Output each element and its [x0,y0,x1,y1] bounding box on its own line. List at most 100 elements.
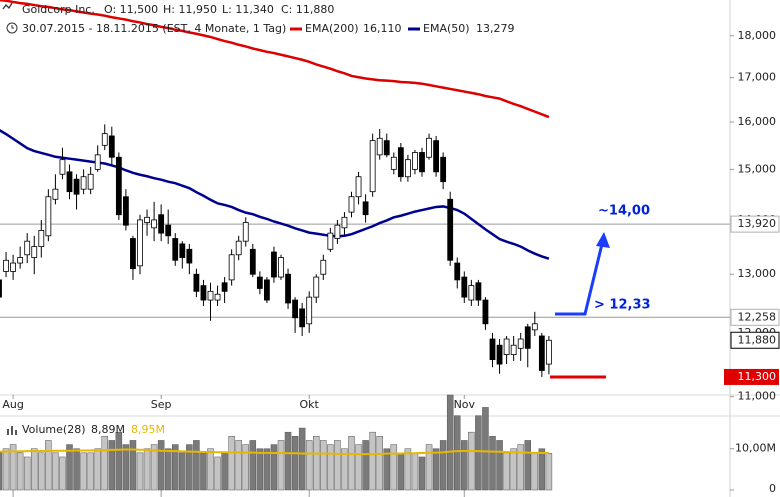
volume-bar [432,448,440,491]
volume-bar [186,444,193,491]
support-label: 11,300 [738,370,777,383]
legend-value: 13,279 [476,22,515,35]
volume-bar [164,448,172,491]
candle-body [200,285,207,301]
candle-body [115,156,122,216]
candle-body [137,219,143,267]
candle-body [404,159,411,178]
volume-bar [129,440,137,491]
volume-bar [249,440,257,491]
candle-body [80,176,87,190]
candle-body [362,201,369,216]
level-label: 13,920 [738,217,777,230]
volume-bar [115,431,123,491]
volume-bar [298,427,306,491]
candle-body [538,335,545,371]
level-box [730,308,780,326]
volume-bar [263,448,271,491]
candle-body [94,154,101,170]
clock-hand [11,25,14,29]
volume-bar [214,456,221,491]
last-price-label: 11,880 [738,333,777,346]
volume-bar [73,448,80,491]
candle-body [426,137,432,158]
volume-bar [9,444,17,491]
candle-body [447,198,454,261]
candle-body [66,171,73,193]
legend-label: EMA(50) [423,22,470,35]
candle-body [531,323,538,331]
candle-body [292,299,299,319]
volume-bar [327,444,334,491]
candle-body [383,140,390,156]
volume-bar [348,436,355,491]
volume-bar [454,415,461,491]
legend-value: 16,110 [363,22,402,35]
candle-body [38,230,45,247]
candle-body [461,276,468,298]
candle-body [390,156,397,170]
volume-bar [101,436,108,491]
candle-body [496,344,503,365]
candle-body [355,176,362,198]
annotation: ~14,00 [598,204,650,219]
quote-high: H: 11,950 [163,3,217,16]
candle-body [123,196,129,226]
volume-bar [489,436,496,491]
candle-body [165,224,172,237]
candle-body [52,188,59,200]
candle-body [172,238,179,261]
volume-bar [172,444,179,491]
volume-bar [496,440,503,491]
support-box [724,368,779,385]
volume-bar [362,440,369,491]
candle-body [369,140,376,193]
volume-bar [94,448,101,491]
volume-bar [482,407,489,491]
volume-bar [157,440,165,491]
header: Goldcorp Inc. O: 11,500 H: 11,950 L: 11,… [2,2,515,436]
quote-close: C: 11,880 [281,3,334,16]
volume-bar [16,452,24,491]
volume-bar [320,440,327,491]
candle-body [179,243,186,258]
overlay: ~14,00 > 12,33 [550,204,651,379]
candle-body [327,232,334,250]
volume-bar [355,444,362,491]
y-tick-label: 13,000 [738,267,777,280]
candle-body [482,299,489,325]
ema-line [0,0,550,119]
volume-bar [334,440,341,491]
volume-bar [404,448,412,491]
volume-bar [277,440,285,491]
candle-body [285,273,291,304]
candle-body [412,152,418,170]
chart-title: Goldcorp Inc. [22,3,95,16]
candle-body [151,219,158,229]
volume-last: 8,89M [91,423,125,436]
volume-bar [418,456,426,491]
chart-icon [2,2,13,10]
candle-body [468,285,475,301]
volume-bar [376,436,383,491]
volume-bar [122,444,130,491]
candle-body [348,196,355,213]
candle-body [0,279,2,298]
volume-icon [7,426,17,435]
legend-label: EMA(200) [305,22,359,35]
volume-bar [38,452,45,491]
volume-bar [207,448,214,491]
candle-body [24,240,31,256]
volume-bar [390,444,398,491]
volume-bar [23,456,31,491]
volume-bar [108,440,116,491]
volume-bar [475,415,482,491]
candle-body [158,214,165,234]
volume-bar [341,448,348,491]
candle-body [45,196,52,237]
candle-body [17,257,24,264]
volume-bar [461,440,468,491]
candle-body [242,222,249,242]
